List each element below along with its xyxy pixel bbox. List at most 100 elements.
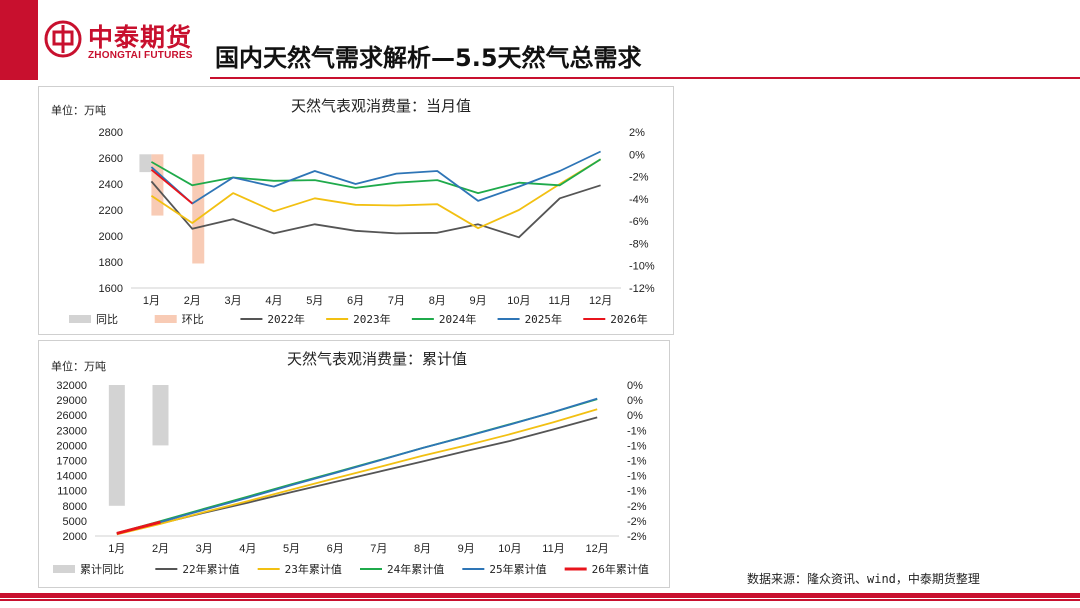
chart-title: 天然气表观消费量：当月值 bbox=[291, 97, 471, 115]
y-left-tick-label: 23000 bbox=[56, 425, 87, 437]
y-left-tick-label: 26000 bbox=[56, 410, 87, 422]
left-accent-bar bbox=[0, 0, 38, 80]
logo-text-cn: 中泰期货 bbox=[88, 23, 193, 52]
series-line-2024年 bbox=[150, 158, 602, 194]
y-right-tick-label: -2% bbox=[629, 172, 649, 184]
x-tick-label: 11月 bbox=[542, 543, 564, 555]
unit-label: 单位：万吨 bbox=[51, 103, 106, 117]
logo-mark-icon bbox=[44, 20, 82, 58]
data-source-note: 数据来源：隆众资讯、wind，中泰期货整理 bbox=[747, 572, 980, 586]
x-tick-label: 8月 bbox=[429, 295, 446, 307]
logo: 中泰期货 ZHONGTAI FUTURES bbox=[44, 14, 204, 74]
y-right-tick-label: -1% bbox=[627, 456, 647, 468]
x-tick-label: 4月 bbox=[239, 543, 256, 555]
series-line-2026年 bbox=[150, 169, 193, 205]
legend-label: 24年累计值 bbox=[387, 562, 444, 576]
y-right-tick-label: -6% bbox=[629, 216, 649, 228]
y-right-tick-label: -8% bbox=[629, 238, 649, 250]
x-tick-label: 1月 bbox=[108, 543, 125, 555]
legend-label: 2023年 bbox=[353, 312, 391, 326]
x-tick-label: 2月 bbox=[184, 295, 201, 307]
legend-label: 23年累计值 bbox=[285, 562, 342, 576]
x-tick-label: 5月 bbox=[306, 295, 323, 307]
bottom-rule bbox=[0, 593, 1080, 598]
x-tick-label: 6月 bbox=[327, 543, 344, 555]
legend-swatch bbox=[154, 315, 177, 323]
x-tick-label: 7月 bbox=[370, 543, 387, 555]
y-left-tick-label: 5000 bbox=[63, 516, 87, 528]
legend-label: 同比 bbox=[96, 313, 118, 326]
legend-label: 累计同比 bbox=[80, 563, 124, 576]
x-tick-label: 8月 bbox=[414, 543, 431, 555]
legend-label: 26年累计值 bbox=[592, 562, 649, 576]
y-left-tick-label: 29000 bbox=[56, 395, 87, 407]
y-right-tick-label: 0% bbox=[629, 149, 645, 161]
y-left-tick-label: 32000 bbox=[56, 380, 87, 392]
y-left-tick-label: 2800 bbox=[99, 127, 123, 139]
chart-title: 天然气表观消费量：累计值 bbox=[287, 350, 467, 368]
y-left-tick-label: 1600 bbox=[99, 283, 123, 295]
y-left-tick-label: 2000 bbox=[99, 231, 123, 243]
series-line-2023年 bbox=[150, 158, 602, 230]
y-right-tick-label: -2% bbox=[627, 501, 647, 513]
y-left-tick-label: 2400 bbox=[99, 179, 123, 191]
y-left-tick-label: 2600 bbox=[99, 153, 123, 165]
bottom-rule-thin bbox=[0, 599, 1080, 601]
page-title: 国内天然气需求解析—5.5天然气总需求 bbox=[215, 44, 642, 72]
x-tick-label: 10月 bbox=[507, 295, 530, 307]
unit-label: 单位：万吨 bbox=[51, 359, 106, 373]
y-right-tick-label: -4% bbox=[629, 194, 649, 206]
monthly-chart: 天然气表观消费量：当月值 单位：万吨 2800 2600 2400 2200 2000 180… bbox=[51, 97, 655, 326]
monthly-chart-panel: 天然气表观消费量：当月值 单位：万吨 2800 2600 2400 2200 2000 180… bbox=[38, 86, 674, 335]
y-left-tick-label: 11000 bbox=[57, 486, 87, 498]
logo-text-en: ZHONGTAI FUTURES bbox=[88, 50, 193, 61]
bar-同比 bbox=[139, 154, 152, 173]
legend-label: 2024年 bbox=[439, 312, 477, 326]
legend-swatch bbox=[53, 565, 75, 573]
legend-label: 2026年 bbox=[610, 312, 648, 326]
x-tick-label: 11月 bbox=[549, 295, 571, 307]
cumulative-chart-panel: 天然气表观消费量：累计值单位：万吨 32000 29000 26000 23000 200… bbox=[38, 340, 670, 588]
y-left-tick-label: 2200 bbox=[99, 205, 123, 217]
series-line-26年累计值 bbox=[116, 520, 161, 535]
x-tick-label: 1月 bbox=[143, 295, 160, 307]
x-tick-label: 10月 bbox=[498, 543, 521, 555]
series-line-23年累计值 bbox=[116, 408, 598, 536]
y-left-tick-label: 2000 bbox=[63, 531, 87, 543]
x-tick-label: 9月 bbox=[458, 543, 475, 555]
y-right-tick-label: -10% bbox=[629, 261, 655, 273]
bar-累计同比 bbox=[108, 385, 125, 506]
y-right-tick-label: -2% bbox=[627, 531, 647, 543]
x-tick-label: 3月 bbox=[225, 295, 242, 307]
y-left-tick-label: 1800 bbox=[99, 257, 123, 269]
y-right-tick-label: 0% bbox=[627, 380, 643, 392]
x-tick-label: 3月 bbox=[196, 543, 213, 555]
bar-环比 bbox=[192, 154, 205, 264]
bar-累计同比 bbox=[152, 385, 169, 446]
x-tick-label: 6月 bbox=[347, 295, 364, 307]
x-tick-label: 4月 bbox=[265, 295, 282, 307]
legend-swatch bbox=[69, 315, 91, 323]
y-right-tick-label: -1% bbox=[627, 486, 647, 498]
legend-label: 25年累计值 bbox=[489, 562, 546, 576]
series-line-2022年 bbox=[150, 180, 601, 239]
x-tick-label: 2月 bbox=[152, 543, 169, 555]
legend-label: 2022年 bbox=[267, 312, 305, 326]
y-right-tick-label: -1% bbox=[627, 471, 647, 483]
legend-label: 环比 bbox=[182, 313, 204, 326]
y-left-tick-label: 14000 bbox=[56, 471, 87, 483]
y-right-tick-label: 0% bbox=[627, 395, 643, 407]
x-tick-label: 7月 bbox=[388, 295, 405, 307]
title-rule bbox=[210, 77, 1080, 79]
y-right-tick-label: -1% bbox=[627, 425, 647, 437]
y-right-tick-label: -2% bbox=[627, 516, 647, 528]
x-tick-label: 12月 bbox=[586, 543, 609, 555]
y-right-tick-label: -1% bbox=[627, 440, 647, 452]
y-left-tick-label: 20000 bbox=[56, 440, 87, 452]
legend-label: 22年累计值 bbox=[182, 562, 239, 576]
y-right-tick-label: 2% bbox=[629, 127, 645, 139]
legend-label: 2025年 bbox=[525, 312, 563, 326]
x-tick-label: 12月 bbox=[589, 295, 612, 307]
series-line-25年累计值 bbox=[116, 397, 598, 535]
